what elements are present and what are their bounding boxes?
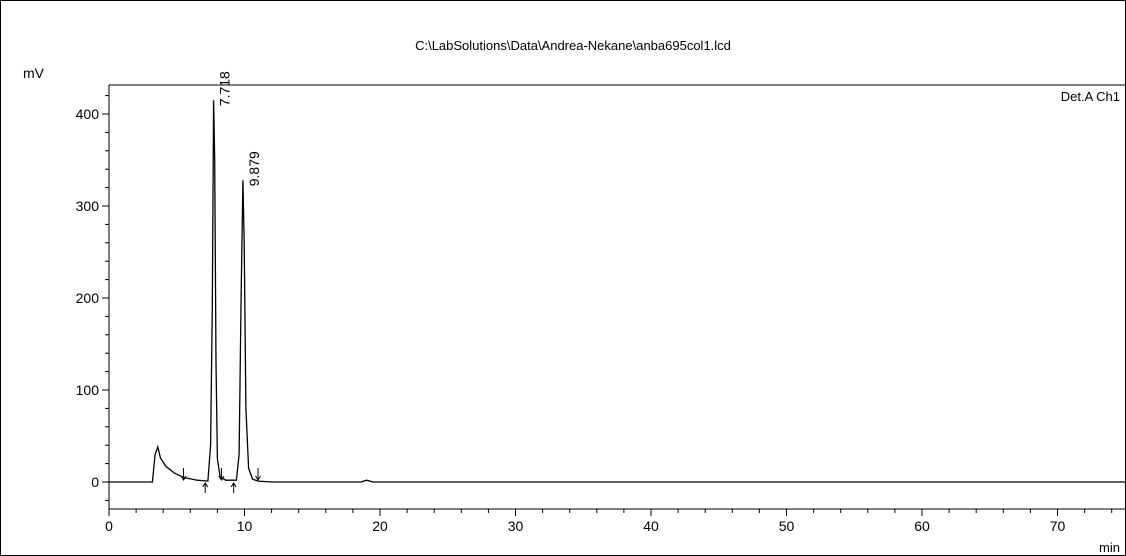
x-tick-label: 40 (643, 518, 659, 534)
x-axis-unit-label: min (1099, 540, 1120, 555)
axes (108, 84, 1125, 510)
chart-title: C:\LabSolutions\Data\Andrea-Nekane\anba6… (415, 38, 731, 53)
y-tick-label: 0 (91, 474, 99, 490)
x-tick-label: 70 (1050, 518, 1066, 534)
chromatogram-trace (109, 100, 1125, 483)
x-tick-label: 10 (237, 518, 253, 534)
x-tick-label: 0 (105, 518, 113, 534)
x-tick-label: 30 (508, 518, 524, 534)
integration-marker-head (255, 475, 261, 481)
y-tick-label: 100 (76, 382, 100, 398)
integration-marker-head (180, 475, 187, 481)
ticks: 0 100 200 300 400 0 10 20 30 40 50 60 70 (76, 95, 1113, 534)
x-tick-label: 60 (914, 518, 930, 534)
x-tick-label: 20 (372, 518, 388, 534)
y-tick-label: 400 (76, 106, 100, 122)
peak-retention-label: 7.718 (217, 71, 233, 106)
y-tick-label: 200 (76, 290, 100, 306)
peak-retention-label: 9.879 (246, 151, 262, 186)
y-axis-unit-label: mV (23, 65, 45, 81)
x-tick-label: 50 (779, 518, 795, 534)
channel-label: Det.A Ch1 (1061, 89, 1120, 104)
y-tick-label: 300 (76, 198, 100, 214)
plot-area: 7.718 9.879 (109, 71, 1125, 493)
integration-marker-head (202, 482, 209, 488)
integration-marker-head (230, 482, 237, 488)
integration-marker-head (218, 475, 225, 481)
